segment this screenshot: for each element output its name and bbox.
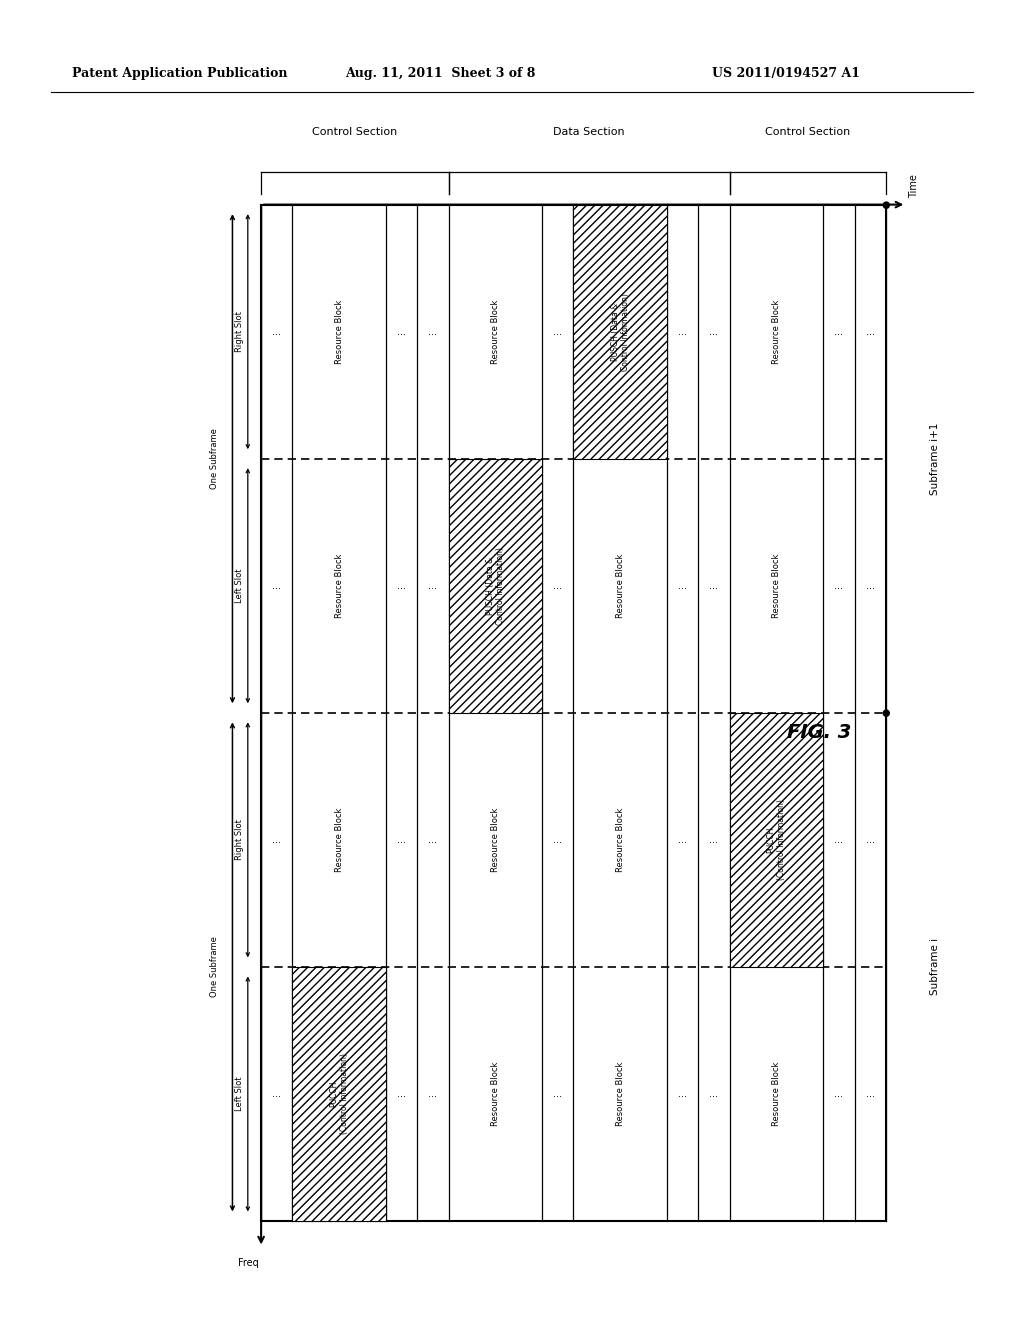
Text: Resource Block: Resource Block — [490, 808, 500, 873]
Text: ...: ... — [865, 1089, 874, 1100]
Text: Resource Block: Resource Block — [772, 553, 781, 618]
Text: One Subframe: One Subframe — [210, 428, 218, 490]
Text: Resource Block: Resource Block — [335, 808, 344, 873]
Text: Data Section: Data Section — [553, 127, 625, 137]
Text: Subframe i+1: Subframe i+1 — [930, 422, 940, 495]
Text: Left Slot: Left Slot — [236, 1077, 244, 1111]
Text: PUSCH (Data &
Control Information): PUSCH (Data & Control Information) — [610, 293, 630, 371]
Text: ...: ... — [272, 834, 282, 845]
Text: Right Slot: Right Slot — [236, 820, 244, 861]
Text: ...: ... — [272, 326, 282, 337]
Text: Patent Application Publication: Patent Application Publication — [72, 67, 287, 81]
Text: ...: ... — [553, 1089, 562, 1100]
Text: ...: ... — [865, 834, 874, 845]
Text: Resource Block: Resource Block — [615, 1061, 625, 1126]
Text: Subframe i: Subframe i — [930, 939, 940, 995]
Text: FIG. 3: FIG. 3 — [787, 723, 851, 742]
Text: ...: ... — [397, 581, 407, 591]
Text: ...: ... — [678, 581, 687, 591]
Text: Right Slot: Right Slot — [236, 312, 244, 352]
Text: One Subframe: One Subframe — [210, 936, 218, 998]
Text: PUCCH
(Control Information): PUCCH (Control Information) — [330, 1053, 349, 1134]
Text: ...: ... — [710, 834, 719, 845]
Text: ...: ... — [397, 834, 407, 845]
Text: ...: ... — [397, 1089, 407, 1100]
Text: PUCCH
(Control Information): PUCCH (Control Information) — [767, 800, 786, 880]
Text: ...: ... — [865, 581, 874, 591]
Text: ...: ... — [835, 581, 844, 591]
Text: ...: ... — [865, 326, 874, 337]
Text: Resource Block: Resource Block — [772, 1061, 781, 1126]
Text: ...: ... — [428, 834, 437, 845]
Text: Time: Time — [909, 174, 920, 198]
Text: ...: ... — [835, 326, 844, 337]
Text: Control Section: Control Section — [765, 127, 850, 137]
Text: ...: ... — [678, 326, 687, 337]
Text: ...: ... — [553, 326, 562, 337]
Text: Control Section: Control Section — [312, 127, 397, 137]
Text: ...: ... — [272, 1089, 282, 1100]
Text: ...: ... — [553, 834, 562, 845]
Text: PUSCH (Data &
Control Information): PUSCH (Data & Control Information) — [485, 546, 505, 624]
Text: Freq: Freq — [239, 1258, 259, 1269]
Text: Left Slot: Left Slot — [236, 569, 244, 603]
Text: ...: ... — [397, 326, 407, 337]
Text: US 2011/0194527 A1: US 2011/0194527 A1 — [712, 67, 860, 81]
Text: Resource Block: Resource Block — [615, 553, 625, 618]
Text: Resource Block: Resource Block — [772, 300, 781, 364]
Text: ...: ... — [272, 581, 282, 591]
Text: Resource Block: Resource Block — [335, 300, 344, 364]
Text: ...: ... — [710, 326, 719, 337]
Text: ...: ... — [428, 581, 437, 591]
Text: Resource Block: Resource Block — [490, 300, 500, 364]
Text: ...: ... — [710, 1089, 719, 1100]
Text: ●: ● — [882, 708, 890, 718]
Text: ...: ... — [710, 581, 719, 591]
Text: ...: ... — [428, 326, 437, 337]
Text: ●: ● — [882, 199, 890, 210]
Text: Resource Block: Resource Block — [490, 1061, 500, 1126]
Text: ...: ... — [835, 834, 844, 845]
Text: ...: ... — [835, 1089, 844, 1100]
Text: ...: ... — [553, 581, 562, 591]
Text: ...: ... — [428, 1089, 437, 1100]
Text: ...: ... — [678, 1089, 687, 1100]
Text: ...: ... — [678, 834, 687, 845]
Text: Resource Block: Resource Block — [335, 553, 344, 618]
Text: Resource Block: Resource Block — [615, 808, 625, 873]
Text: Aug. 11, 2011  Sheet 3 of 8: Aug. 11, 2011 Sheet 3 of 8 — [345, 67, 536, 81]
